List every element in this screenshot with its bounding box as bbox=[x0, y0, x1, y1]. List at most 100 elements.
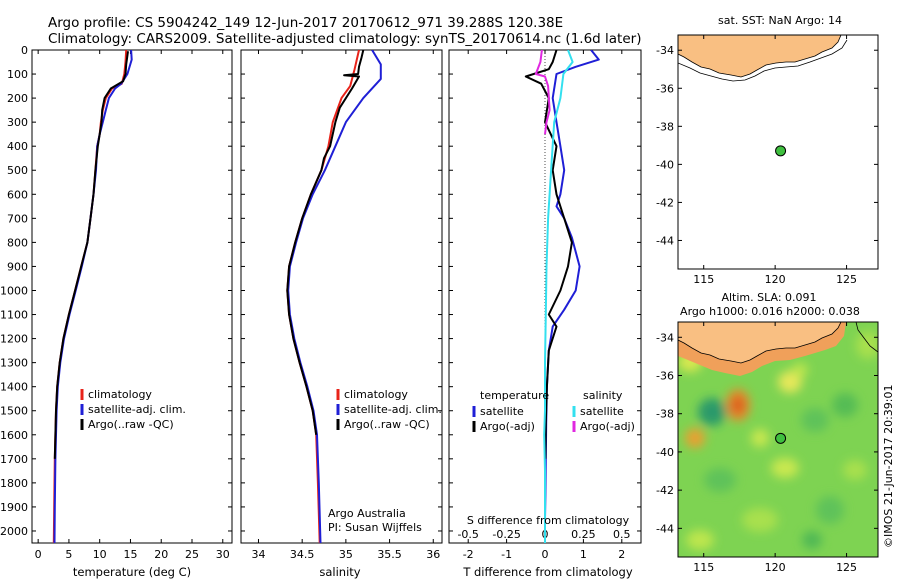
map-longitude-label: 120 bbox=[765, 273, 786, 286]
map-longitude-label: 115 bbox=[693, 273, 714, 286]
legend-label: Argo(..raw -QC) bbox=[344, 418, 430, 431]
salinity-panel: 34 34.5 35 35.5 36 climatology satellite-adj.… bbox=[240, 49, 443, 579]
depth-tick-label: 1600 bbox=[0, 429, 28, 442]
legend-label: satellite-adj. clim. bbox=[344, 403, 442, 416]
temperature-panel: 0100200300400500600700800900100011001200… bbox=[0, 44, 233, 579]
legend-label: Argo(..raw -QC) bbox=[88, 418, 174, 431]
altimetry-shelf-contour bbox=[855, 322, 878, 353]
map-longitude-label: 125 bbox=[836, 561, 857, 574]
temperature-series-satellite-adj-clim- bbox=[53, 50, 133, 543]
altimetry-map-ticks: 115 120 125 -34 -36 -38 -40 -42 -44 bbox=[656, 322, 878, 574]
temperature-series bbox=[52, 50, 133, 543]
difference-xtick-label: -1 bbox=[501, 548, 512, 561]
map-longitude-label: 120 bbox=[765, 561, 786, 574]
difference-xtick-label: 0 bbox=[542, 548, 549, 561]
figure-title: Argo profile: CS 5904242_149 12-Jun-2017… bbox=[48, 15, 563, 31]
map-latitude-label: -42 bbox=[656, 196, 674, 209]
location-map-title: sat. SST: NaN Argo: 14 bbox=[718, 14, 842, 27]
depth-tick-label: 400 bbox=[7, 140, 28, 153]
salinity-ticks: 34 34.5 35 35.5 36 bbox=[241, 49, 442, 561]
map-latitude-label: -36 bbox=[656, 82, 674, 95]
depth-tick-label: 1700 bbox=[0, 453, 28, 466]
temperature-series-argo-raw-qc- bbox=[53, 51, 129, 459]
argo-float-location bbox=[775, 145, 787, 157]
depth-tick-label: 100 bbox=[7, 68, 28, 81]
salinity-xtick-label: 34.5 bbox=[290, 548, 315, 561]
altimetry-map-frame bbox=[677, 321, 879, 558]
shelf-contour bbox=[678, 39, 848, 82]
location-map-frame bbox=[677, 34, 879, 270]
salinity-legend: climatology satellite-adj. clim. Argo(..ra… bbox=[336, 388, 442, 431]
depth-tick-label: 300 bbox=[7, 116, 28, 129]
salinity-series-climatology bbox=[286, 50, 360, 543]
temperature-xtick-label: 20 bbox=[154, 548, 168, 561]
salinity-axes-frame bbox=[240, 49, 443, 544]
map-latitude-label: -44 bbox=[656, 522, 674, 535]
legend-label: satellite bbox=[580, 405, 624, 418]
map-longitude-label: 115 bbox=[693, 561, 714, 574]
depth-tick-label: 200 bbox=[7, 92, 28, 105]
salinity-xtick-label: 34 bbox=[251, 548, 265, 561]
difference-legend: temperature satellite Argo(-adj) salinity sa… bbox=[472, 389, 635, 433]
temperature-xtick-label: 15 bbox=[123, 548, 137, 561]
salinity-xtick-label: 35.5 bbox=[377, 548, 402, 561]
depth-tick-label: 500 bbox=[7, 164, 28, 177]
depth-tick-label: 900 bbox=[7, 260, 28, 273]
salinity-xtick-label: 35 bbox=[339, 548, 353, 561]
temperature-axes-frame bbox=[31, 49, 233, 544]
temperature-xtick-label: 5 bbox=[65, 548, 72, 561]
difference-series-salinity-argo-adj- bbox=[534, 50, 551, 135]
legend-label: climatology bbox=[344, 388, 408, 401]
location-map-ticks: 115 120 125 -34 -36 -38 -40 -42 -44 bbox=[656, 35, 878, 286]
difference-xtick-label: -2 bbox=[463, 548, 474, 561]
salinity-difference-tick-label: -0.25 bbox=[492, 528, 520, 541]
legend-label: Argo(-adj) bbox=[580, 420, 635, 433]
difference-series-temperature-satellite bbox=[544, 50, 600, 543]
legend-label: satellite-adj. clim. bbox=[88, 403, 186, 416]
temperature-xlabel: temperature (deg C) bbox=[73, 565, 191, 579]
altimetry-map: Altim. SLA: 0.091 Argo h1000: 0.016 h200… bbox=[656, 291, 879, 574]
map-latitude-label: -38 bbox=[656, 408, 674, 421]
difference-xtick-label: 1 bbox=[580, 548, 587, 561]
legend-label: satellite bbox=[480, 405, 524, 418]
map-latitude-label: -42 bbox=[656, 484, 674, 497]
depth-tick-label: 1100 bbox=[0, 309, 28, 322]
difference-series bbox=[524, 50, 600, 543]
difference-xlabel: T difference from climatology bbox=[462, 565, 633, 579]
legend-heading: salinity bbox=[583, 389, 623, 402]
map-latitude-label: -34 bbox=[656, 44, 674, 57]
depth-tick-label: 1900 bbox=[0, 501, 28, 514]
salinity-xlabel: salinity bbox=[319, 565, 360, 579]
altimetry-land-mass bbox=[678, 322, 842, 364]
temperature-series-climatology bbox=[52, 50, 128, 543]
depth-tick-label: 1300 bbox=[0, 357, 28, 370]
depth-tick-label: 1000 bbox=[0, 284, 28, 297]
difference-panel: -2 -1 0 1 2-0.5 -0.25 0 0.25 0.5 temperaturesate… bbox=[448, 49, 642, 579]
difference-series-temperature-argo-adj- bbox=[524, 50, 573, 459]
map-latitude-label: -34 bbox=[656, 331, 674, 344]
temperature-xtick-label: 10 bbox=[93, 548, 107, 561]
depth-tick-label: 1500 bbox=[0, 405, 28, 418]
sla-heatmap bbox=[678, 322, 878, 557]
copyright-stamp: ©IMOS 21-Jun-2017 20:39:01 bbox=[882, 384, 895, 548]
temperature-ticks: 0100200300400500600700800900100011001200… bbox=[0, 44, 232, 561]
map-latitude-label: -36 bbox=[656, 369, 674, 382]
argo-float-location bbox=[775, 432, 787, 444]
location-map-marks bbox=[775, 145, 787, 157]
difference-xtick-label: 2 bbox=[618, 548, 625, 561]
temperature-xtick-label: 0 bbox=[35, 548, 42, 561]
depth-tick-label: 600 bbox=[7, 188, 28, 201]
map-latitude-label: -44 bbox=[656, 234, 674, 247]
depth-tick-label: 1400 bbox=[0, 381, 28, 394]
legend-label: climatology bbox=[88, 388, 152, 401]
depth-tick-label: 0 bbox=[21, 44, 28, 57]
temperature-xtick-label: 30 bbox=[216, 548, 230, 561]
depth-tick-label: 2000 bbox=[0, 525, 28, 538]
salinity-annotation-line1: Argo Australia bbox=[328, 507, 406, 520]
map-latitude-label: -40 bbox=[656, 158, 674, 171]
map-longitude-label: 125 bbox=[836, 273, 857, 286]
difference-ticks: -2 -1 0 1 2-0.5 -0.25 0 0.25 0.5 bbox=[449, 49, 641, 561]
difference-x2label: S difference from climatology bbox=[467, 514, 630, 527]
salinity-xtick-label: 36 bbox=[426, 548, 440, 561]
